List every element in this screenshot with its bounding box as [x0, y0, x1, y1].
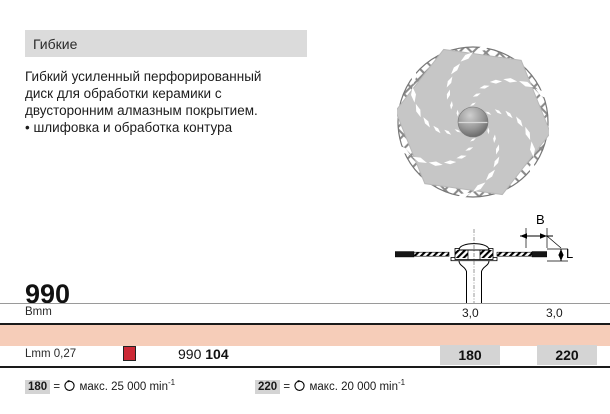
svg-text:L: L: [566, 246, 573, 261]
svg-text:B: B: [536, 214, 545, 227]
